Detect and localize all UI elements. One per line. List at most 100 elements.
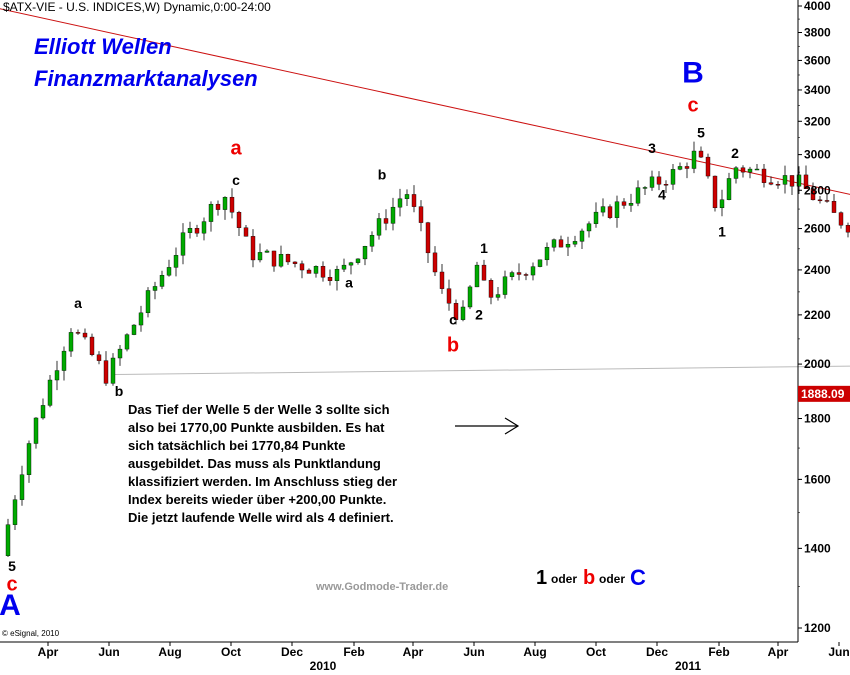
candle-body	[719, 199, 725, 209]
candle-body	[670, 169, 676, 185]
candle-body	[474, 264, 480, 288]
candle-body	[460, 306, 466, 320]
y-tick-label: 3800	[804, 25, 831, 39]
wave-labels: 5cAabacba1c2bBc5342143ab512cc33200Alt:2>…	[0, 56, 739, 622]
candle-body	[229, 196, 235, 213]
x-axis: Apr Jun Aug Oct Dec Feb Apr Jun Aug Oct Dec Feb Apr J…	[0, 641, 850, 673]
candle-body	[376, 218, 382, 236]
candle-body	[530, 266, 536, 276]
candle-body	[607, 206, 613, 218]
candle-body	[488, 280, 494, 298]
candle-body	[138, 312, 144, 326]
info-line-5: klassifiziert werden. Im Anschluss stieg…	[128, 474, 397, 489]
scenario-text: 1 oder b oder C	[536, 565, 646, 590]
scenario-sep-2: oder	[599, 572, 625, 586]
candle-body	[271, 250, 277, 267]
current-price-background	[798, 385, 850, 402]
x-tick-label: Jun	[828, 645, 849, 659]
trendlines	[0, 8, 850, 376]
candle-body	[656, 176, 662, 185]
y-tick-label: 2000	[804, 357, 831, 371]
candle-body	[299, 263, 305, 271]
x-tick-label: Feb	[343, 645, 364, 659]
wave-label: B	[682, 56, 704, 89]
candle-body	[68, 332, 74, 352]
candle-body	[544, 247, 550, 261]
candle-body	[446, 288, 452, 304]
candle-body	[369, 235, 375, 247]
candle-body	[684, 166, 690, 169]
x-tick-label: Aug	[158, 645, 181, 659]
candle-body	[278, 254, 284, 267]
candle-body	[215, 203, 221, 210]
scenario-first: 1	[536, 567, 547, 589]
candle-body	[586, 223, 592, 232]
candle-body	[47, 379, 53, 406]
candle-body	[117, 348, 123, 359]
candle-body	[642, 187, 648, 189]
candle-body	[187, 228, 193, 233]
candles	[5, 141, 850, 557]
candle-body	[831, 201, 837, 213]
y-tick-label: 2200	[804, 308, 831, 322]
candle-body	[593, 211, 599, 224]
candle-body	[341, 264, 347, 270]
candle-body	[208, 203, 214, 222]
candle-body	[726, 178, 732, 200]
info-line-1: Das Tief der Welle 5 der Welle 3 sollte …	[128, 402, 390, 417]
candle-body	[677, 166, 683, 170]
wave-label: A	[0, 589, 21, 622]
x-year-label: 2010	[310, 659, 337, 673]
wave-label: c	[449, 311, 457, 327]
x-tick-label: Apr	[38, 645, 59, 659]
overlay-title-1: Elliott Wellen	[34, 34, 172, 59]
wave-label: c	[687, 95, 698, 117]
candle-body	[19, 474, 25, 500]
candle-body	[663, 184, 669, 186]
candle-body	[194, 228, 200, 234]
scenario-third: C	[630, 565, 646, 590]
x-tick-label: Apr	[768, 645, 789, 659]
overlay-title-2: Finanzmarktanalysen	[34, 66, 258, 91]
candle-body	[782, 175, 788, 185]
x-tick-label: Aug	[523, 645, 546, 659]
x-tick-label: Oct	[586, 645, 606, 659]
x-tick-label: Dec	[646, 645, 668, 659]
trendline-support-channel	[113, 365, 850, 376]
candle-body	[411, 194, 417, 207]
info-text-box: Das Tief der Welle 5 der Welle 3 sollte …	[128, 402, 397, 525]
info-line-2: also bei 1770,00 Punkte ausbilden. Es ha…	[128, 420, 385, 435]
y-tick-label: 1400	[804, 541, 831, 555]
candle-body	[523, 274, 529, 276]
candle-body	[621, 201, 627, 206]
y-tick-label: 3000	[804, 148, 831, 162]
candle-body	[383, 218, 389, 224]
copyright: © eSignal, 2010	[2, 629, 60, 638]
candle-body	[600, 206, 606, 213]
candle-body	[159, 275, 165, 287]
candle-body	[481, 264, 487, 281]
info-line-4: ausgebildet. Das muss als Punktlandung	[128, 456, 381, 471]
wave-label: 2	[475, 307, 483, 323]
candle-body	[54, 370, 60, 381]
candle-body	[432, 252, 438, 273]
current-price-box: 1888.09	[798, 385, 850, 402]
x-tick-label: Jun	[463, 645, 484, 659]
wave-label: c	[6, 574, 17, 596]
chart-title: $ATX-VIE - U.S. INDICES,W) Dynamic,0:00-…	[3, 0, 271, 14]
candle-body	[824, 200, 830, 202]
candle-body	[75, 332, 81, 334]
candle-body	[33, 417, 39, 444]
candle-body	[418, 206, 424, 223]
candle-body	[572, 241, 578, 245]
candle-body	[467, 286, 473, 308]
candle-body	[124, 334, 130, 350]
candle-body	[705, 156, 711, 177]
trendline-resistance	[0, 8, 850, 195]
candle-body	[502, 276, 508, 295]
candle-body	[313, 266, 319, 274]
candle-body	[495, 294, 501, 298]
candle-body	[201, 221, 207, 234]
candle-body	[250, 236, 256, 261]
candle-body	[334, 269, 340, 281]
